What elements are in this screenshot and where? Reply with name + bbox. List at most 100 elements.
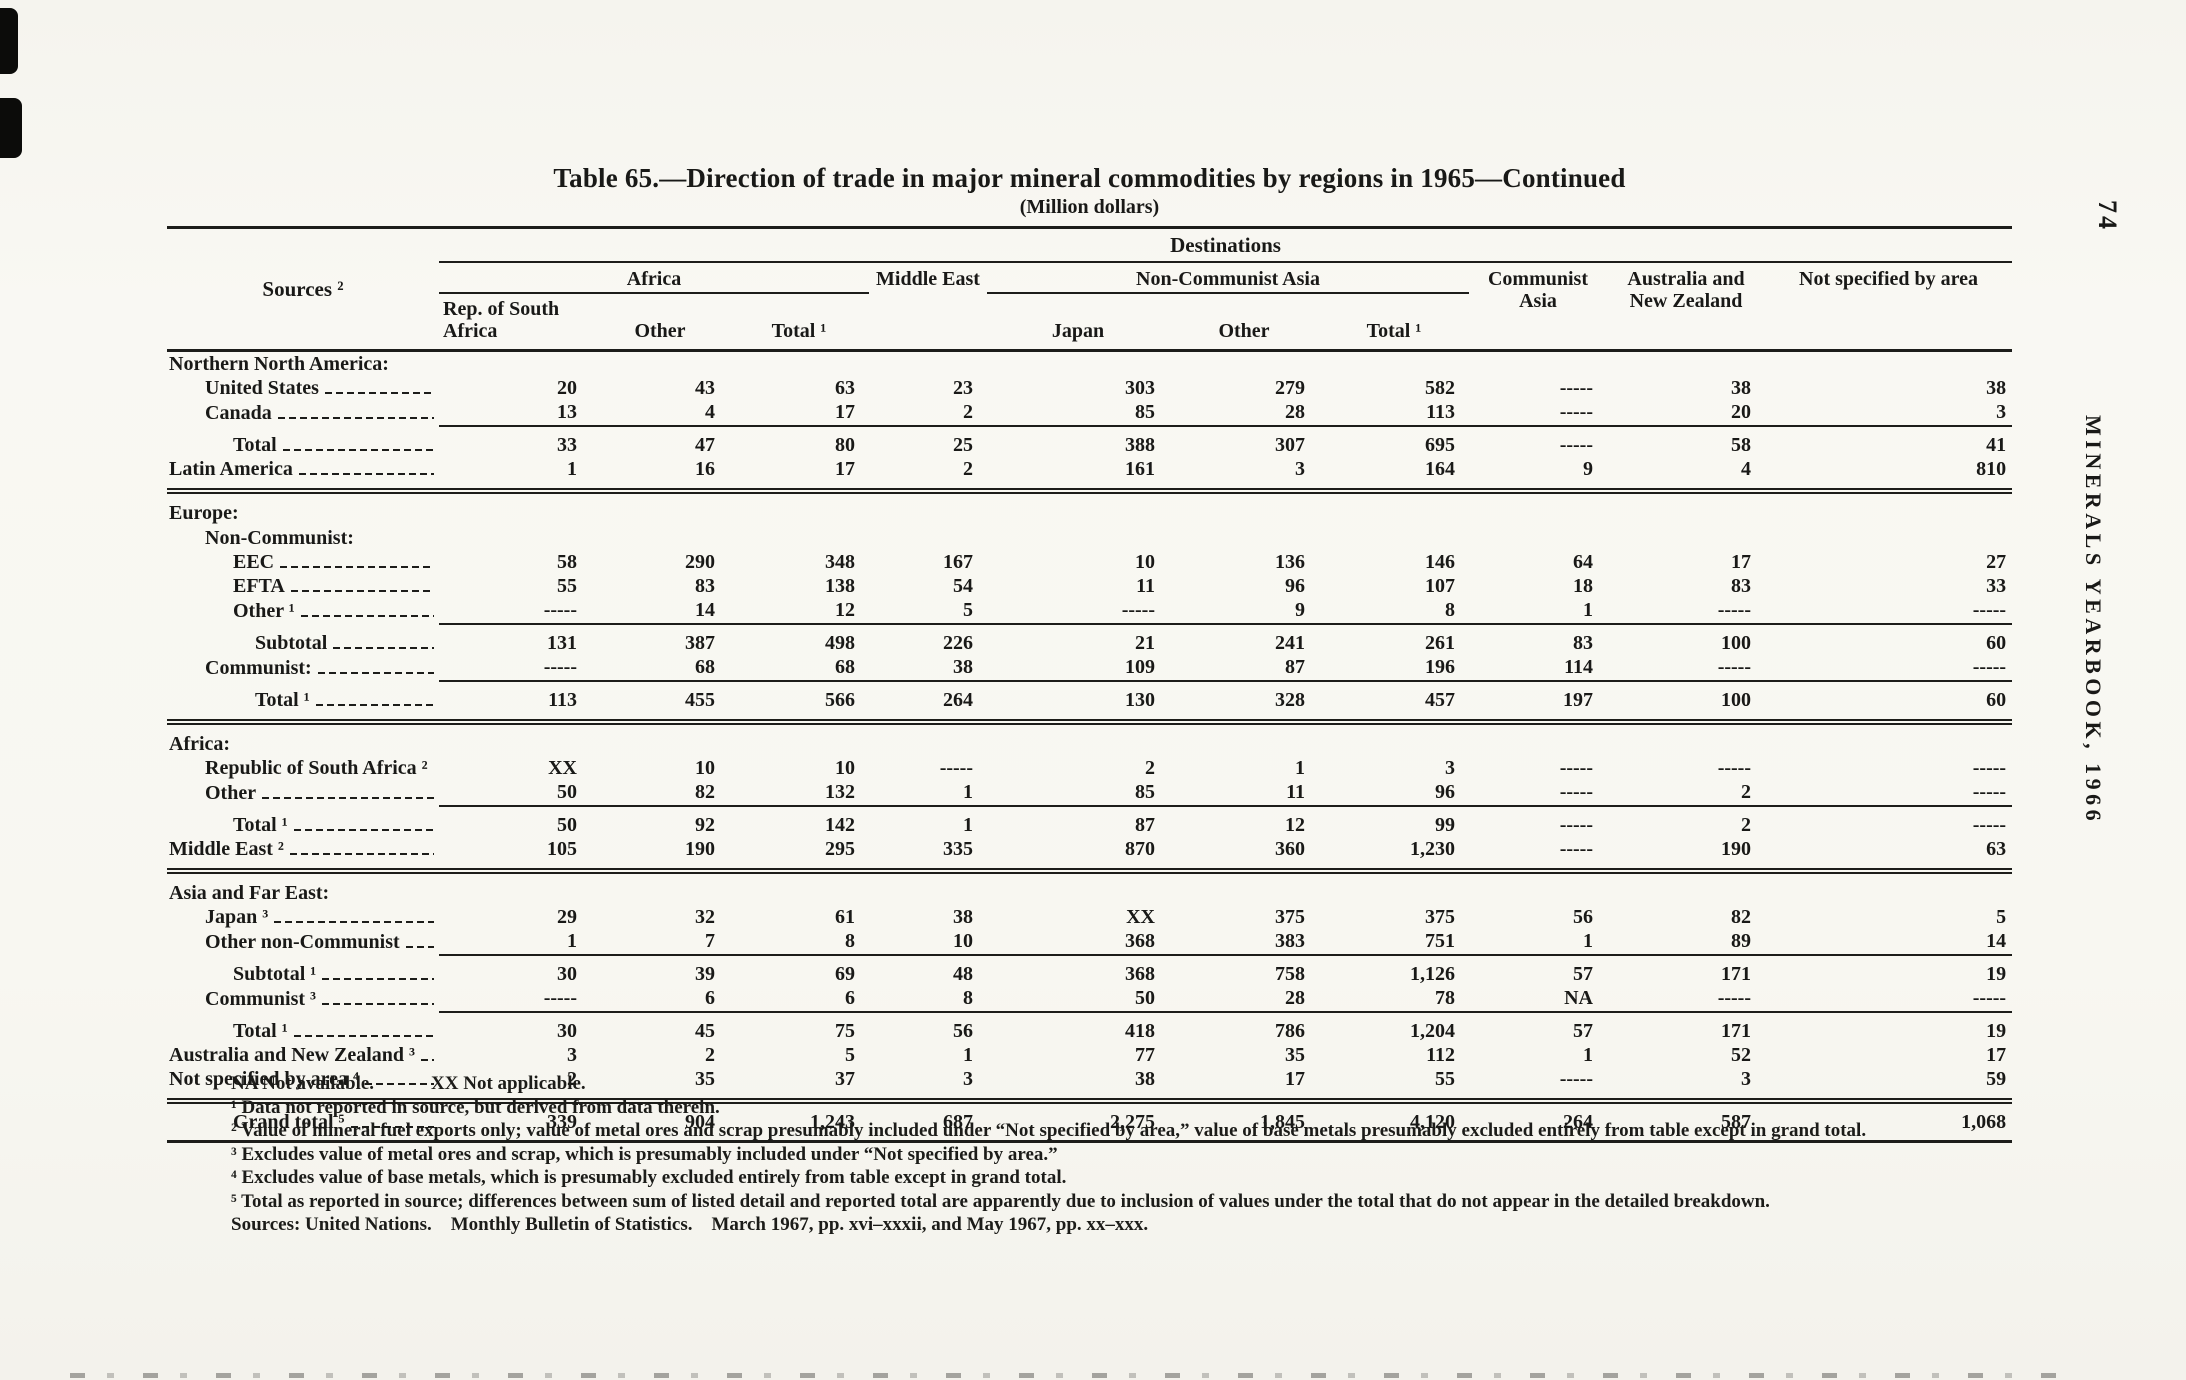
cell-value: 19 [1765, 1011, 2013, 1044]
cell-value: 60 [1765, 680, 2013, 713]
cell-value: 3 [963, 1068, 973, 1090]
cell-value: 5 [1996, 906, 2007, 928]
col-group-non-communist-asia: Non-Communist Asia [987, 262, 1469, 294]
cell-value: ----- [1765, 805, 2013, 838]
cell-value: 17 [1986, 1044, 2007, 1066]
row-label-text: Republic of South Africa ² [205, 757, 428, 779]
cell-value: 2 [963, 401, 973, 423]
cell-value: 810 [1976, 458, 2007, 480]
cell-value [1765, 501, 2012, 526]
cell-value: 37 [835, 1068, 855, 1090]
cell-value [1765, 526, 2012, 551]
cell-value: ----- [1972, 781, 2007, 803]
table-row: United States 20 43 63 23 303 279 582 ----- 38 38 [167, 377, 2012, 401]
bottom-rule [167, 1140, 2013, 1143]
cell-value: 375 [1275, 906, 1305, 928]
cell-value: ----- [1717, 656, 1751, 678]
cell-value: 339 [547, 1111, 577, 1133]
row-label: Total ¹ [167, 806, 439, 838]
cell-value: 17 [1731, 551, 1751, 573]
cell-value: 28 [1285, 401, 1305, 423]
cell-value: 9 [1295, 599, 1305, 621]
cell-value: 45 [591, 1011, 729, 1044]
row-label: EFTA [167, 575, 439, 599]
trade-table: Sources ² Destinations Africa Middle Eas… [167, 226, 2013, 1143]
row-label-text: Other [205, 782, 257, 804]
table-row: Total 33 47 80 25 388 307 695 ----- 58 41 [167, 425, 2013, 458]
row-label: Other [167, 781, 439, 806]
cell-value: 3 [1996, 401, 2007, 423]
table-row: Communist ³ ----- 6 6 8 50 28 78 NA ----- ----- [167, 987, 2012, 1012]
cell-value [1765, 881, 2012, 906]
cell-value: 33 [1986, 575, 2007, 597]
cell-value [1607, 881, 1765, 906]
row-label-text: Total ¹ [233, 814, 288, 836]
cell-value: 1 [869, 805, 987, 838]
cell-value: ----- [1469, 805, 1607, 838]
cell-value: 3 [1295, 458, 1305, 480]
row-label: Republic of South Africa ² [167, 757, 439, 781]
cell-value: ----- [1121, 599, 1155, 621]
table-row: Latin America 1 16 17 2 161 3 164 9 4 810 [167, 458, 2012, 482]
row-label: Communist ³ [167, 987, 439, 1012]
side-caption: MINERALS YEARBOOK, 1966 [2081, 415, 2106, 826]
cell-value: 161 [1125, 458, 1155, 480]
scan-artifact [0, 8, 18, 74]
row-label: Other non-Communist [167, 930, 439, 955]
cell-value: 383 [1275, 930, 1305, 952]
row-label: Africa: [167, 732, 439, 757]
cell-value: 39 [591, 954, 729, 987]
cell-value [1607, 501, 1765, 526]
cell-value: 55 [557, 575, 577, 597]
cell-value: ----- [939, 757, 973, 779]
cell-value [729, 526, 869, 551]
cell-value: 54 [953, 575, 973, 597]
cell-value: 41 [1765, 425, 2013, 458]
cell-value [439, 881, 591, 906]
cell-value: 758 [1169, 954, 1319, 987]
cell-value: 17 [835, 458, 855, 480]
cell-value [1469, 526, 1607, 551]
row-label-text: Europe: [169, 502, 239, 524]
cell-value: 20 [1731, 401, 1751, 423]
cell-value: 82 [695, 781, 715, 803]
cell-value: 368 [987, 954, 1169, 987]
cell-value: 498 [729, 623, 869, 656]
cell-value: 418 [987, 1011, 1169, 1044]
leader-dashes [333, 646, 434, 649]
cell-value: 63 [835, 377, 855, 399]
row-label: Canada [167, 401, 439, 426]
cell-value: 14 [695, 599, 715, 621]
cell-value: 16 [695, 458, 715, 480]
cell-value: 11 [1286, 781, 1305, 803]
table-row: Total ¹ 113 455 566 264 130 328 457 197 100 60 [167, 680, 2013, 713]
cell-value [987, 526, 1169, 551]
cell-value [987, 351, 1169, 378]
row-label: Total ¹ [167, 681, 439, 713]
double-rule-row [167, 713, 2013, 732]
cell-value: 241 [1169, 623, 1319, 656]
row-label: Other ¹ [167, 599, 439, 624]
table-row: Not specified by area ⁴ 2 35 37 3 38 17 55 -----… [167, 1068, 2012, 1092]
cell-value [1169, 881, 1319, 906]
cell-value: ----- [543, 599, 577, 621]
cell-value: 85 [1135, 781, 1155, 803]
cell-value [1469, 732, 1607, 757]
cell-value: 870 [1125, 838, 1155, 860]
cell-value: 20 [557, 377, 577, 399]
cell-value: 80 [729, 425, 869, 458]
row-label: Subtotal ¹ [167, 955, 439, 987]
cell-value: 50 [439, 805, 591, 838]
cell-value: 35 [1285, 1044, 1305, 1066]
cell-value: 279 [1275, 377, 1305, 399]
col-australia-new-zealand: Australia and New Zealand [1607, 262, 1765, 352]
table-row: Canada 13 4 17 2 85 28 113 ----- 20 3 [167, 401, 2012, 426]
table-row: Japan ³ 29 32 61 38 XX 375 375 56 82 5 [167, 906, 2012, 930]
row-label-text: Middle East ² [169, 838, 284, 860]
cell-value: ----- [1559, 781, 1593, 803]
cell-value: 100 [1607, 623, 1765, 656]
leader-dashes [293, 1034, 434, 1037]
cell-value: 142 [729, 805, 869, 838]
cell-value: 1 [963, 781, 973, 803]
cell-value: 50 [557, 781, 577, 803]
